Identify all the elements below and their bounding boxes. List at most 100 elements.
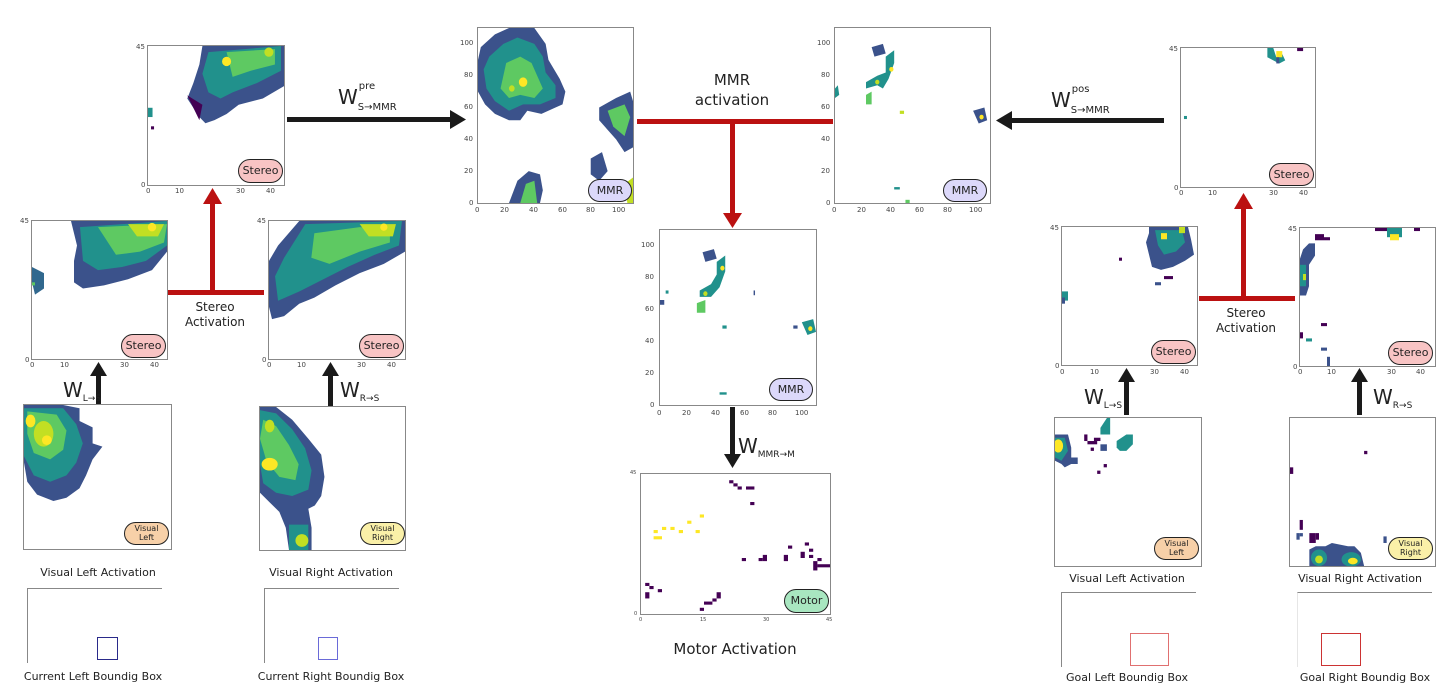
x-tick: 100 [795, 409, 809, 417]
goal-left-bbox [1130, 633, 1169, 666]
x-tick: 10 [1208, 189, 1217, 197]
arrowhead-down-icon [724, 454, 741, 468]
red-stereo-join-line [1199, 296, 1295, 301]
x-tick: 0 [832, 206, 837, 214]
stereo-badge: Stereo [238, 159, 283, 183]
x-tick: 40 [1416, 368, 1425, 376]
x-tick: 40 [266, 187, 275, 195]
goal-right-bbox-frame [1297, 592, 1432, 667]
y-tick: 20 [464, 167, 473, 175]
y-tick: 60 [645, 305, 654, 313]
y-tick: 0 [1174, 184, 1179, 192]
x-tick: 45 [826, 617, 833, 623]
x-tick: 80 [768, 409, 777, 417]
red-arrowhead-down-icon [723, 213, 742, 228]
y-tick: 80 [821, 71, 830, 79]
y-tick: 60 [821, 103, 830, 111]
badge-line: Visual [1398, 539, 1423, 549]
x-tick: 0 [267, 361, 272, 369]
goal-left-bbox-frame [1061, 592, 1196, 667]
x-tick: 0 [146, 187, 151, 195]
y-tick: 45 [136, 43, 145, 51]
x-tick: 0 [30, 361, 35, 369]
x-tick: 40 [1299, 189, 1308, 197]
visual-left-activation-caption: Visual Left Activation [40, 566, 156, 579]
x-tick: 20 [682, 409, 691, 417]
y-tick: 0 [650, 401, 655, 409]
x-tick: 10 [175, 187, 184, 195]
y-tick: 45 [20, 217, 29, 225]
motor-activation-caption: Motor Activation [673, 640, 797, 658]
x-tick: 10 [1090, 368, 1099, 376]
y-tick: 0 [25, 356, 30, 364]
current-right-bbox [318, 637, 338, 660]
badge-line: Visual [1164, 539, 1189, 549]
x-tick: 40 [150, 361, 159, 369]
y-tick: 0 [1055, 362, 1060, 370]
arrow-shaft [1010, 118, 1164, 123]
x-tick: 100 [969, 206, 983, 214]
x-tick: 30 [120, 361, 129, 369]
mmr-badge: MMR [588, 179, 632, 202]
x-tick: 30 [763, 617, 770, 623]
x-tick: 0 [475, 206, 480, 214]
red-stereo-join-line [168, 290, 264, 295]
y-tick: 100 [641, 241, 655, 249]
stereo-current-right-plot [268, 220, 406, 360]
x-tick: 20 [857, 206, 866, 214]
badge-line: Left [138, 532, 155, 542]
goal-right-bbox-caption: Goal Right Boundig Box [1299, 671, 1431, 684]
stereo-activation-label: Stereo Activation [1211, 306, 1281, 336]
red-arrowhead-up-icon [1234, 193, 1253, 209]
y-tick: 20 [821, 167, 830, 175]
stereo-badge: Stereo [1388, 341, 1433, 365]
x-tick: 0 [1060, 368, 1065, 376]
stereo-badge: Stereo [359, 334, 404, 358]
y-tick: 45 [1288, 225, 1297, 233]
arrowhead-up-icon [322, 362, 339, 376]
arrow-shaft [287, 117, 452, 122]
x-tick: 80 [943, 206, 952, 214]
visual-right-activation-caption: Visual Right Activation [269, 566, 393, 579]
red-mmr-join-line [637, 119, 833, 124]
x-tick: 60 [915, 206, 924, 214]
red-arrowhead-up-icon [203, 188, 222, 204]
arrow-shaft [328, 372, 333, 407]
current-left-bbox-caption: Current Left Boundig Box [23, 670, 163, 683]
stereo-activation-label: Stereo Activation [180, 300, 250, 330]
y-tick: 40 [821, 135, 830, 143]
y-tick: 80 [464, 71, 473, 79]
x-tick: 30 [236, 187, 245, 195]
x-tick: 60 [558, 206, 567, 214]
y-tick: 0 [141, 181, 146, 189]
arrowhead-right-icon [450, 110, 466, 129]
y-tick: 60 [464, 103, 473, 111]
mmr-badge: MMR [943, 179, 987, 202]
goal-right-bbox [1321, 633, 1361, 666]
mmr-badge: MMR [769, 378, 813, 401]
current-left-bbox [97, 637, 118, 660]
y-tick: 100 [460, 39, 474, 47]
visual-left-activation-caption: Visual Left Activation [1069, 572, 1185, 585]
mmr-activation-line1: MMR [713, 71, 751, 89]
current-right-bbox-frame [264, 588, 399, 663]
badge-line: Left [1168, 547, 1185, 557]
y-tick: 45 [1169, 45, 1178, 53]
w-l-to-s-label: WL→S [1084, 385, 1123, 411]
y-tick: 45 [1050, 224, 1059, 232]
x-tick: 30 [1269, 189, 1278, 197]
arrow-shaft [1357, 378, 1362, 415]
badge-line: Right [371, 532, 394, 542]
y-tick: 0 [826, 199, 831, 207]
arrow-shaft [96, 372, 101, 405]
motor-badge: Motor [784, 589, 829, 613]
x-tick: 0 [1179, 189, 1184, 197]
stereo-badge: Stereo [121, 334, 166, 358]
w-mmr-to-m-label: WMMR→M [738, 434, 795, 460]
stereo-activation-line2: Activation [1215, 321, 1277, 335]
x-tick: 15 [700, 617, 707, 623]
arrowhead-up-icon [90, 362, 107, 376]
mmr-activation-label: MMR activation [682, 70, 782, 111]
